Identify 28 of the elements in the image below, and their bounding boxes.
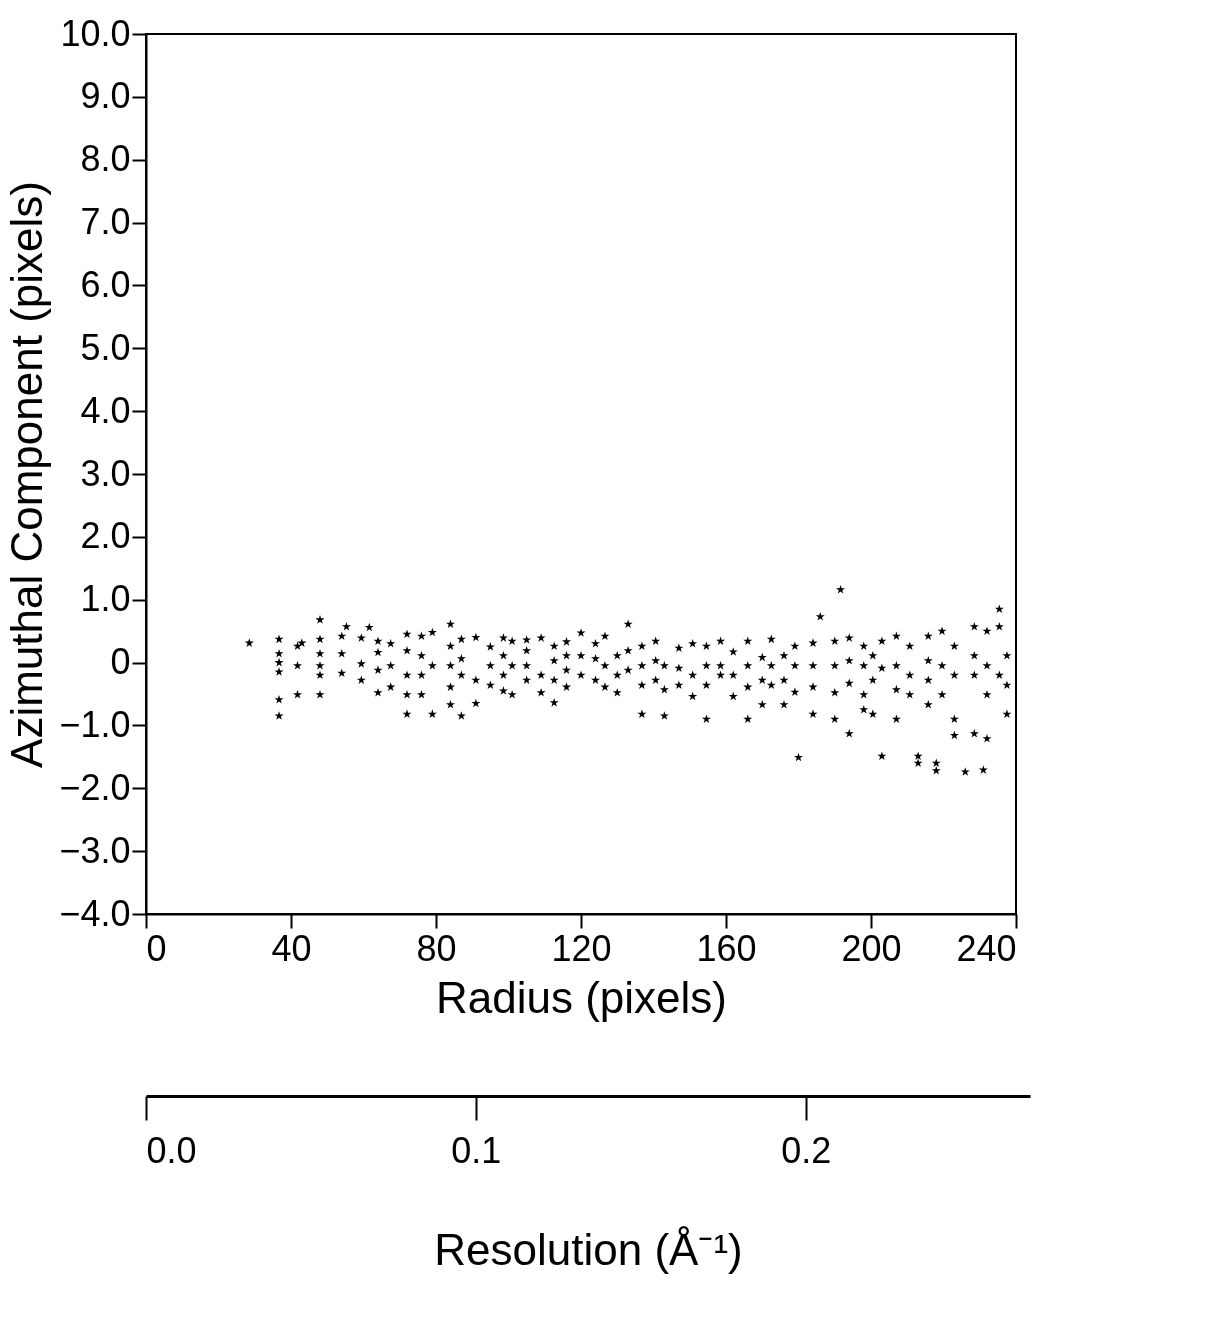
y-tick-label: −3.0 (59, 829, 131, 871)
y-tick-label: −2.0 (59, 766, 131, 808)
y-tick-label: −4.0 (59, 892, 131, 934)
x-tick-label: 120 (551, 927, 612, 969)
x-axis-title: Radius (pixels) (436, 972, 727, 1022)
x2-tick-label: 0.2 (781, 1129, 832, 1171)
x-tick-label: 40 (271, 927, 312, 969)
y-tick-label: 7.0 (80, 201, 131, 243)
x2-tick-label: 0.0 (146, 1129, 197, 1171)
x-tick-label: 80 (416, 927, 457, 969)
x-tick-label: 160 (696, 927, 757, 969)
y-tick-label: 3.0 (80, 452, 131, 494)
y-tick-label: −1.0 (59, 703, 131, 745)
x-tick-label: 240 (956, 927, 1017, 969)
y-tick-label: 6.0 (80, 263, 131, 305)
y-tick-label: 4.0 (80, 389, 131, 431)
y-tick-label: 9.0 (80, 75, 131, 117)
y-axis-title: Azimuthal Component (pixels) (2, 181, 52, 768)
y-tick-label: 5.0 (80, 326, 131, 368)
y-tick-label: 0 (110, 641, 131, 683)
y-tick-label: 2.0 (80, 515, 131, 557)
x-tick-label: 0 (146, 927, 167, 969)
x2-axis-title: Resolution (Å⁻¹) (434, 1224, 743, 1274)
x-tick-label: 200 (841, 927, 902, 969)
y-tick-label: 8.0 (80, 138, 131, 180)
y-tick-label: 1.0 (80, 578, 131, 620)
y-tick-label: 10.0 (60, 12, 131, 54)
x2-tick-label: 0.1 (451, 1129, 502, 1171)
